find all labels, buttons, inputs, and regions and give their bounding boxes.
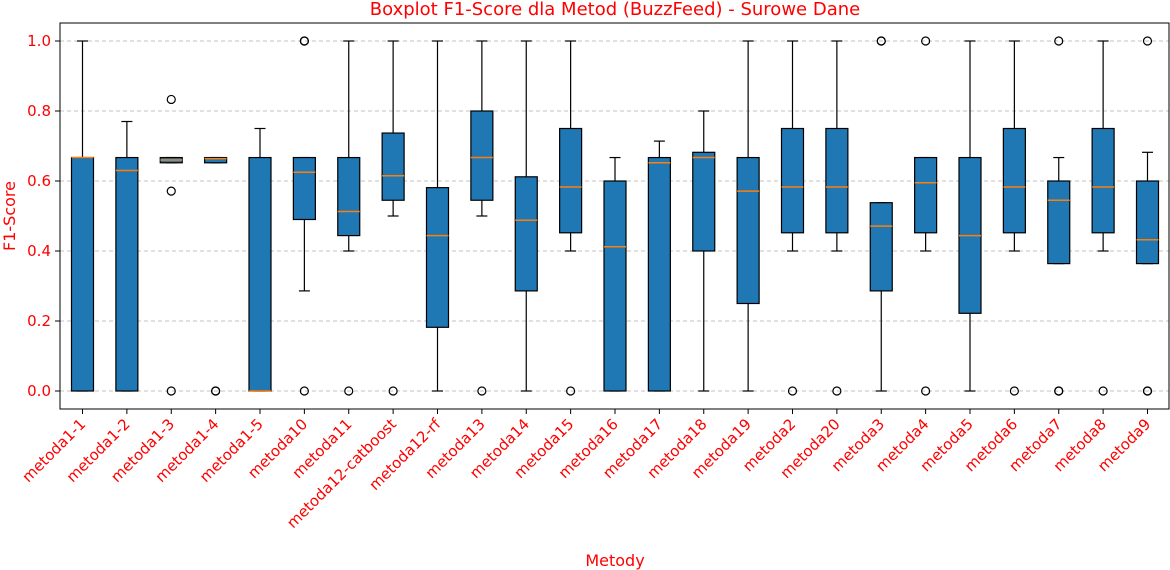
box-group — [115, 120, 139, 392]
outlier-point — [1142, 36, 1153, 46]
outlier-point — [1054, 36, 1064, 46]
box — [381, 132, 405, 201]
outlier-point — [477, 386, 487, 396]
box — [470, 110, 494, 201]
y-tick-label: 0.6 — [27, 172, 51, 190]
plot-frame — [59, 22, 1170, 410]
outlier-point — [921, 386, 931, 396]
box — [914, 156, 938, 234]
box-group — [1135, 36, 1160, 396]
box-group — [603, 156, 627, 392]
box-group — [470, 40, 494, 396]
outlier-point — [876, 36, 886, 46]
x-axis-label: Metody — [585, 551, 644, 570]
outlier-point — [566, 386, 576, 396]
box-group — [869, 36, 893, 392]
outlier-point — [388, 386, 398, 396]
box-group — [692, 110, 716, 392]
y-tick-label: 1.0 — [27, 32, 51, 50]
outlier-point — [1142, 386, 1153, 396]
box — [1002, 127, 1026, 234]
box — [1047, 180, 1071, 265]
box — [1091, 127, 1115, 234]
box-group — [1091, 40, 1115, 396]
box-group — [958, 40, 982, 392]
box-group — [204, 156, 228, 396]
box-group — [647, 140, 671, 392]
box — [204, 156, 228, 164]
outlier-point — [1054, 386, 1064, 396]
outlier-point — [299, 386, 309, 396]
box-group — [736, 40, 760, 392]
box — [647, 156, 671, 392]
box — [292, 156, 316, 221]
outlier-point — [344, 386, 354, 396]
y-tick-label: 0.0 — [27, 382, 51, 400]
y-axis-label: F1-Score — [0, 181, 19, 251]
box — [780, 127, 805, 234]
y-tick-label: 0.4 — [27, 242, 51, 260]
box — [869, 202, 893, 292]
box-group — [425, 40, 450, 392]
box-group — [159, 94, 183, 396]
box-group — [248, 127, 272, 392]
box-group — [559, 40, 583, 396]
box-group — [292, 36, 316, 396]
box — [70, 156, 95, 392]
chart-title: Boxplot F1-Score dla Metod (BuzzFeed) - … — [370, 0, 860, 20]
outlier-point — [166, 386, 176, 396]
box — [825, 127, 849, 234]
box — [603, 180, 627, 392]
box — [1135, 180, 1160, 265]
box — [337, 156, 361, 237]
box — [736, 156, 760, 305]
box — [248, 156, 272, 392]
box — [425, 187, 450, 328]
outlier-point — [211, 386, 221, 396]
box-group — [70, 40, 95, 392]
box-group — [381, 40, 405, 396]
y-axis-ticks: 0.0 0.2 0.4 0.6 0.8 1.0 — [27, 32, 60, 400]
outlier-point — [1009, 386, 1019, 396]
box-group — [514, 40, 538, 392]
x-axis-ticks: metoda1-1metoda1-2metoda1-3metoda1-4meto… — [19, 409, 1154, 532]
box — [514, 176, 538, 292]
box-group — [337, 40, 361, 396]
outlier-point — [787, 386, 798, 396]
box — [559, 127, 583, 234]
box-group — [1047, 36, 1071, 396]
box-group — [780, 40, 805, 396]
outlier-point — [166, 94, 176, 105]
box — [115, 156, 139, 392]
y-tick-label: 0.8 — [27, 102, 51, 120]
box-group — [1002, 40, 1026, 396]
outlier-point — [921, 36, 931, 46]
box-group — [914, 36, 938, 396]
box — [692, 151, 716, 252]
boxes — [70, 36, 1160, 396]
outlier-point — [299, 36, 309, 46]
outlier-point — [832, 386, 842, 396]
y-tick-label: 0.2 — [27, 312, 51, 330]
box-group — [825, 40, 849, 396]
outlier-point — [1098, 386, 1108, 396]
outlier-point — [166, 186, 176, 196]
